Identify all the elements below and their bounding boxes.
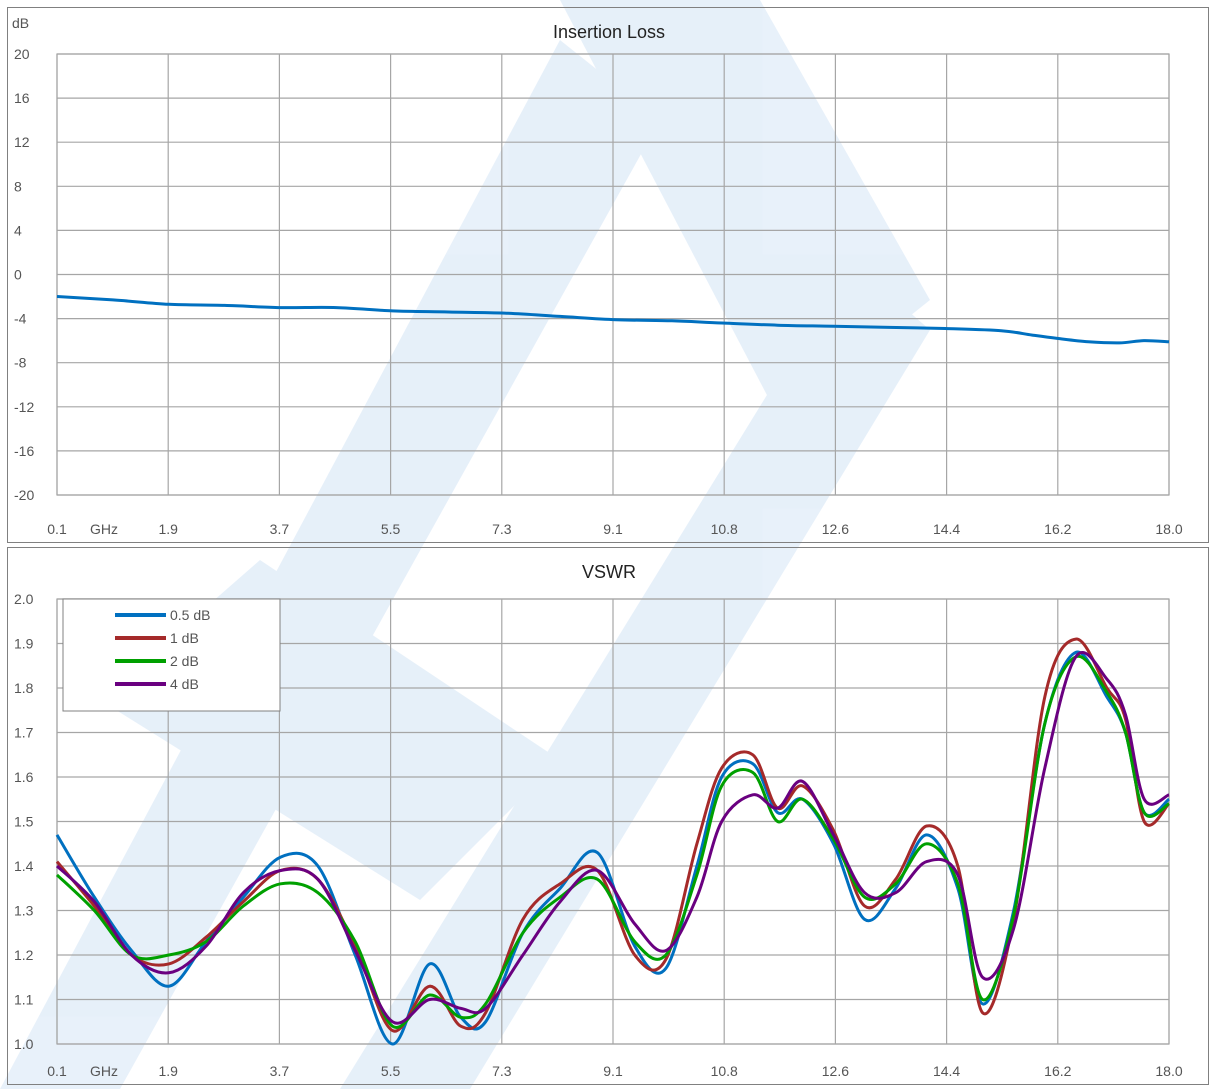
- y-tick-label: 12: [14, 134, 30, 150]
- x-tick-label: 18.0: [1155, 521, 1182, 537]
- y-tick-label: 1.5: [14, 814, 34, 830]
- x-tick-label: 0.1: [47, 1063, 67, 1079]
- insertion-loss-series: [56, 295, 1170, 345]
- y-tick-label: 1.4: [14, 858, 34, 874]
- x-tick-label: 18.0: [1155, 1063, 1182, 1079]
- vswr-legend: 0.5 dB 1 dB 2 dB 4 dB: [62, 598, 281, 712]
- x-tick-label: 9.1: [603, 1063, 623, 1079]
- insertion-loss-y-ticks: 20 16 12 8 4 0 -4 -8 -12 -16 -20: [14, 46, 34, 503]
- legend-label: 2 dB: [170, 653, 199, 669]
- x-tick-label: 12.6: [822, 1063, 849, 1079]
- x-tick-label: 12.6: [822, 521, 849, 537]
- y-tick-label: -20: [14, 487, 34, 503]
- x-tick-label: 14.4: [933, 1063, 960, 1079]
- legend-label: 1 dB: [170, 630, 199, 646]
- vswr-title: VSWR: [582, 562, 636, 582]
- x-tick-label: 10.8: [711, 1063, 738, 1079]
- series-line: [55, 654, 1170, 1030]
- x-tick-label: 0.1: [47, 521, 67, 537]
- series-line: [56, 295, 1170, 345]
- y-tick-label: 1.6: [14, 769, 34, 785]
- y-tick-label: 1.8: [14, 680, 34, 696]
- y-tick-label: -12: [14, 399, 34, 415]
- plot-area-border: [56, 53, 1170, 496]
- insertion-loss-title: Insertion Loss: [553, 22, 665, 42]
- x-tick-label: 3.7: [270, 1063, 290, 1079]
- legend-label: 0.5 dB: [170, 607, 210, 623]
- x-tick-label: 5.5: [381, 1063, 401, 1079]
- insertion-loss-chart: 20 16 12 8 4 0 -4 -8 -12 -16 -20 0.1 1.9 3.7 5.5 7.3 9.…: [12, 15, 1183, 537]
- y-tick-label: 20: [14, 46, 30, 62]
- x-tick-label: 5.5: [381, 521, 401, 537]
- y-tick-label: 2.0: [14, 591, 34, 607]
- y-tick-label: -4: [14, 311, 27, 327]
- series-line: [55, 651, 1170, 1025]
- y-tick-label: 1.9: [14, 636, 34, 652]
- vswr-series: [55, 637, 1171, 1046]
- x-axis-unit-label: GHz: [90, 1063, 118, 1079]
- x-tick-label: 14.4: [933, 521, 960, 537]
- y-tick-label: 0: [14, 267, 22, 283]
- y-tick-label: 8: [14, 178, 22, 194]
- vswr-x-ticks: 0.1 1.9 3.7 5.5 7.3 9.1 10.8 12.6 14.4 16.2 18.0: [47, 1063, 1183, 1079]
- x-tick-label: 16.2: [1044, 521, 1071, 537]
- plot-area-border: [56, 598, 1170, 1045]
- y-tick-label: -16: [14, 443, 34, 459]
- y-tick-label: 16: [14, 90, 30, 106]
- x-tick-label: 3.7: [270, 521, 290, 537]
- legend-label: 4 dB: [170, 676, 199, 692]
- vswr-panel: 2.0 1.9 1.8 1.7 1.6 1.5 1.4 1.3 1.2 1.1 1.0 0.1 1.9…: [7, 547, 1209, 1085]
- x-tick-label: 16.2: [1044, 1063, 1071, 1079]
- y-tick-label: 1.1: [14, 992, 34, 1008]
- y-tick-label: 1.2: [14, 947, 34, 963]
- x-axis-unit-label: GHz: [90, 521, 118, 537]
- x-tick-label: 10.8: [711, 521, 738, 537]
- insertion-loss-grid: [56, 53, 1170, 496]
- y-tick-label: -8: [14, 355, 27, 371]
- x-tick-label: 1.9: [158, 1063, 178, 1079]
- x-tick-label: 7.3: [492, 521, 512, 537]
- y-axis-unit-label: dB: [12, 15, 29, 31]
- y-tick-label: 1.0: [14, 1036, 34, 1052]
- x-tick-label: 7.3: [492, 1063, 512, 1079]
- x-tick-label: 9.1: [603, 521, 623, 537]
- y-tick-label: 1.3: [14, 903, 34, 919]
- insertion-loss-x-ticks: 0.1 1.9 3.7 5.5 7.3 9.1 10.8 12.6 14.4 16.2 18.0: [47, 521, 1183, 537]
- insertion-loss-panel: 20 16 12 8 4 0 -4 -8 -12 -16 -20 0.1 1.9 3.7 5.5 7.3 9.…: [7, 7, 1209, 543]
- legend-box: [62, 598, 281, 712]
- y-tick-label: 4: [14, 222, 22, 238]
- x-tick-label: 1.9: [158, 521, 178, 537]
- y-tick-label: 1.7: [14, 725, 34, 741]
- vswr-y-ticks: 2.0 1.9 1.8 1.7 1.6 1.5 1.4 1.3 1.2 1.1 1.0: [14, 591, 34, 1052]
- vswr-chart: 2.0 1.9 1.8 1.7 1.6 1.5 1.4 1.3 1.2 1.1 1.0 0.1 1.9…: [14, 562, 1183, 1079]
